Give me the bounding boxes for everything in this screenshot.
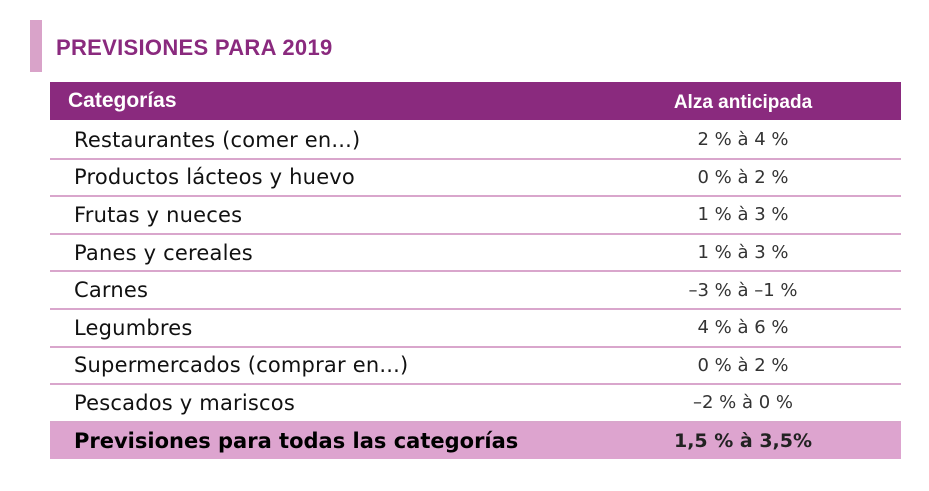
row-value: –3 % à –1 % (688, 279, 798, 301)
title-accent-bar (30, 20, 42, 72)
row-category: Supermercados (comprar en...) (74, 353, 409, 378)
row-value: 0 % à 2 % (697, 166, 789, 188)
table-row: Supermercados (comprar en...) 0 % à 2 % (50, 348, 901, 386)
row-category: Legumbres (74, 315, 193, 340)
table-row: Legumbres 4 % à 6 % (50, 310, 901, 348)
total-value: 1,5 % à 3,5% (673, 429, 813, 452)
total-row: Previsiones para todas las categorías 1,… (50, 422, 901, 459)
row-value: 2 % à 4 % (697, 129, 789, 151)
table-row: Pescados y mariscos –2 % à 0 % (50, 385, 901, 423)
header-anticipated-rise: Alza anticipada (673, 91, 813, 113)
table-header-row: Categorías Alza anticipada (50, 82, 901, 122)
row-category: Frutas y nueces (74, 202, 243, 227)
row-value: –2 % à 0 % (692, 392, 794, 414)
table-row: Restaurantes (comer en...) 2 % à 4 % (50, 122, 901, 160)
table-row: Carnes –3 % à –1 % (50, 272, 901, 310)
row-category: Carnes (74, 278, 149, 303)
row-value: 4 % à 6 % (697, 317, 789, 339)
row-category: Panes y cereales (74, 240, 253, 265)
row-category: Productos lácteos y huevo (74, 165, 355, 190)
header-categories: Categorías (68, 89, 177, 112)
row-category: Pescados y mariscos (74, 390, 295, 415)
row-value: 1 % à 3 % (697, 242, 789, 264)
page-title: PREVISIONES PARA 2019 (56, 35, 333, 60)
row-value: 0 % à 2 % (697, 354, 789, 376)
table-row: Frutas y nueces 1 % à 3 % (50, 197, 901, 235)
forecast-table: Categorías Alza anticipada Restaurantes … (50, 82, 901, 459)
row-category: Restaurantes (comer en...) (74, 127, 361, 152)
table-row: Panes y cereales 1 % à 3 % (50, 235, 901, 273)
table-row: Productos lácteos y huevo 0 % à 2 % (50, 160, 901, 198)
row-value: 1 % à 3 % (697, 204, 789, 226)
total-category: Previsiones para todas las categorías (74, 428, 519, 453)
